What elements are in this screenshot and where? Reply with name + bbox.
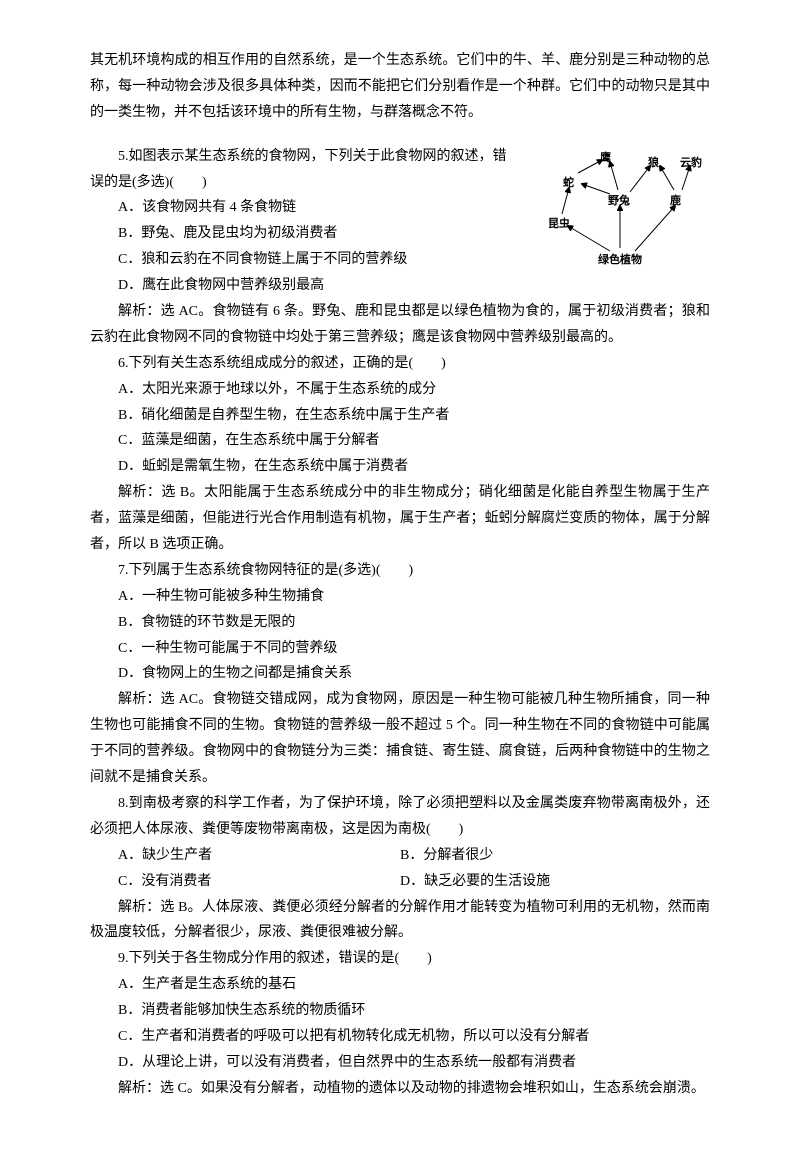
- node-snake: 蛇: [563, 173, 574, 193]
- intro-paragraph: 其无机环境构成的相互作用的自然系统，是一个生态系统。它们中的牛、羊、鹿分别是三种…: [90, 48, 710, 126]
- q9-option-d: D．从理论上讲，可以没有消费者，但自然界中的生态系统一般都有消费者: [90, 1050, 710, 1076]
- q6-stem: 6.下列有关生态系统组成成分的叙述，正确的是( ): [90, 351, 710, 377]
- q5-explanation: 解析：选 AC。食物链有 6 条。野兔、鹿和昆虫都是以绿色植物为食的，属于初级消…: [90, 299, 710, 351]
- q8-option-b: B．分解者很少: [400, 843, 710, 869]
- q8-options-row2: C．没有消费者 D．缺乏必要的生活设施: [90, 869, 710, 895]
- q8-explanation: 解析：选 B。人体尿液、粪便必须经分解者的分解作用才能转变为植物可利用的无机物，…: [90, 895, 710, 947]
- node-rabbit: 野兔: [608, 191, 630, 211]
- document-page: 其无机环境构成的相互作用的自然系统，是一个生态系统。它们中的牛、羊、鹿分别是三种…: [0, 0, 800, 1150]
- node-leopard: 云豹: [680, 153, 702, 173]
- q8-option-c: C．没有消费者: [90, 869, 400, 895]
- q9-option-a: A．生产者是生态系统的基石: [90, 972, 710, 998]
- q5-option-d: D．鹰在此食物网中营养级别最高: [90, 273, 710, 299]
- q9-option-c: C．生产者和消费者的呼吸可以把有机物转化成无机物，所以可以没有分解者: [90, 1024, 710, 1050]
- q7-option-b: B．食物链的环节数是无限的: [90, 610, 710, 636]
- q7-stem: 7.下列属于生态系统食物网特征的是(多选)( ): [90, 558, 710, 584]
- node-plants: 绿色植物: [598, 250, 642, 270]
- q6-explanation: 解析：选 B。太阳能属于生态系统成分中的非生物成分；硝化细菌是化能自养型生物属于…: [90, 480, 710, 558]
- q8-option-a: A．缺少生产者: [90, 843, 400, 869]
- q9-explanation: 解析：选 C。如果没有分解者，动植物的遗体以及动物的排遗物会堆积如山，生态系统会…: [90, 1076, 710, 1102]
- q8-option-d: D．缺乏必要的生活设施: [400, 869, 710, 895]
- q9-option-b: B．消费者能够加快生态系统的物质循环: [90, 998, 710, 1024]
- node-insect: 昆虫: [548, 214, 570, 234]
- q7-explanation: 解析：选 AC。食物链交错成网，成为食物网，原因是一种生物可能被几种生物所捕食，…: [90, 687, 710, 791]
- q8-stem: 8.到南极考察的科学工作者，为了保护环境，除了必须把塑料以及金属类废弃物带离南极…: [90, 791, 710, 843]
- q9-stem: 9.下列关于各生物成分作用的叙述，错误的是( ): [90, 946, 710, 972]
- node-deer: 鹿: [670, 191, 681, 211]
- q7-option-d: D．食物网上的生物之间都是捕食关系: [90, 661, 710, 687]
- node-wolf: 狼: [648, 153, 659, 173]
- q6-option-b: B．硝化细菌是自养型生物，在生态系统中属于生产者: [90, 403, 710, 429]
- q7-option-c: C．一种生物可能属于不同的营养级: [90, 636, 710, 662]
- q6-option-c: C．蓝藻是细菌，在生态系统中属于分解者: [90, 428, 710, 454]
- food-web-diagram: 鹰 狼 云豹 蛇 野兔 鹿 昆虫 绿色植物: [540, 148, 710, 268]
- q7-option-a: A．一种生物可能被多种生物捕食: [90, 584, 710, 610]
- q8-options-row1: A．缺少生产者 B．分解者很少: [90, 843, 710, 869]
- q6-option-d: D．蚯蚓是需氧生物，在生态系统中属于消费者: [90, 454, 710, 480]
- q6-option-a: A．太阳光来源于地球以外，不属于生态系统的成分: [90, 377, 710, 403]
- node-eagle: 鹰: [600, 148, 611, 168]
